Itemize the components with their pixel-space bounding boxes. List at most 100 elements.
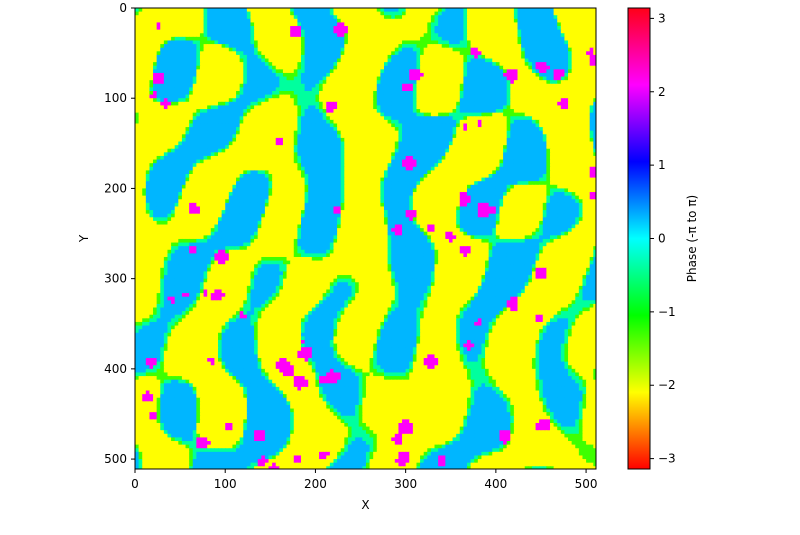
heatmap-cell: [167, 36, 172, 42]
heatmap-cell: [308, 130, 313, 135]
heatmap-cell: [402, 18, 407, 24]
heatmap-cell: [322, 116, 327, 121]
heatmap-cell: [174, 137, 179, 143]
heatmap-cell: [521, 101, 526, 107]
heatmap-cell: [423, 134, 428, 139]
heatmap-cell: [568, 51, 573, 56]
heatmap-cell: [402, 36, 407, 42]
heatmap-cell: [167, 112, 172, 117]
heatmap-cell: [257, 98, 262, 103]
heatmap-cell: [387, 119, 392, 125]
heatmap-cell: [286, 8, 291, 13]
heatmap-cell: [319, 76, 324, 81]
heatmap-cell: [142, 123, 147, 128]
heatmap-cell: [243, 105, 248, 110]
heatmap-cell: [528, 137, 533, 143]
heatmap-cell: [178, 36, 183, 42]
heatmap-cell: [228, 137, 234, 143]
heatmap-cell: [398, 101, 403, 107]
heatmap-cell: [485, 98, 490, 103]
heatmap-cell: [495, 51, 501, 56]
heatmap-cell: [261, 29, 266, 34]
heatmap-cell: [477, 112, 483, 117]
heatmap-cell: [282, 94, 288, 99]
heatmap-cell: [250, 58, 255, 63]
heatmap-cell: [391, 145, 396, 150]
heatmap-cell: [387, 112, 392, 117]
heatmap-cell: [218, 112, 223, 117]
heatmap-cell: [423, 69, 428, 74]
heatmap-cell: [333, 130, 338, 135]
heatmap-cell: [250, 80, 255, 85]
heatmap-cell: [589, 123, 594, 128]
heatmap-cell: [412, 22, 418, 27]
heatmap-cell: [232, 145, 237, 150]
heatmap-cell: [369, 141, 374, 146]
heatmap-cell: [477, 91, 483, 96]
heatmap-cell: [409, 69, 414, 74]
heatmap-cell: [546, 8, 551, 13]
heatmap-cell: [593, 11, 596, 16]
heatmap-cell: [499, 8, 504, 13]
heatmap-cell: [412, 69, 418, 74]
heatmap-cell: [232, 26, 237, 31]
heatmap-cell: [510, 130, 515, 135]
heatmap-cell: [485, 137, 490, 143]
heatmap-cell: [315, 18, 320, 24]
heatmap-cell: [586, 134, 591, 139]
heatmap-cell: [199, 76, 205, 81]
heatmap-cell: [492, 94, 497, 99]
heatmap-cell: [311, 54, 317, 60]
heatmap-cell: [380, 11, 385, 16]
heatmap-cell: [347, 101, 353, 107]
heatmap-cell: [261, 36, 266, 42]
heatmap-cell: [420, 127, 425, 132]
heatmap-cell: [308, 47, 313, 52]
heatmap-cell: [347, 105, 353, 110]
heatmap-cell: [423, 54, 428, 60]
heatmap-cell: [315, 83, 320, 88]
heatmap-cell: [391, 51, 396, 56]
heatmap-cell: [513, 65, 519, 70]
heatmap-cell: [156, 94, 161, 99]
heatmap-cell: [376, 137, 381, 143]
heatmap-cell: [463, 87, 468, 92]
heatmap-cell: [470, 145, 475, 150]
heatmap-cell: [409, 58, 414, 63]
heatmap-cell: [279, 137, 284, 143]
heatmap-cell: [185, 145, 190, 150]
heatmap-cell: [380, 134, 385, 139]
heatmap-cell: [301, 123, 306, 128]
heatmap-cell: [477, 72, 483, 78]
heatmap-cell: [383, 36, 389, 42]
heatmap-cell: [156, 47, 161, 52]
heatmap-cell: [171, 112, 176, 117]
heatmap-cell: [542, 105, 547, 110]
heatmap-cell: [423, 101, 428, 107]
heatmap-cell: [560, 109, 566, 114]
heatmap-cell: [203, 29, 208, 34]
heatmap-cell: [322, 29, 327, 34]
heatmap-cell: [445, 8, 450, 13]
heatmap-cell: [178, 134, 183, 139]
heatmap-cell: [286, 123, 291, 128]
heatmap-cell: [510, 65, 515, 70]
heatmap-cell: [163, 26, 169, 31]
heatmap-cell: [340, 134, 345, 139]
heatmap-cell: [355, 101, 360, 107]
heatmap-cell: [261, 51, 266, 56]
heatmap-cell: [535, 11, 540, 16]
heatmap-cell: [459, 134, 464, 139]
heatmap-cell: [243, 44, 248, 49]
heatmap-cell: [546, 62, 551, 67]
heatmap-cell: [203, 11, 208, 16]
heatmap-cell: [153, 18, 158, 24]
heatmap-cell: [539, 51, 544, 56]
heatmap-cell: [589, 47, 594, 52]
heatmap-cell: [373, 51, 378, 56]
heatmap-cell: [250, 51, 255, 56]
heatmap-cell: [243, 22, 248, 27]
heatmap-cell: [402, 26, 407, 31]
heatmap-cell: [290, 18, 295, 24]
heatmap-cell: [221, 127, 226, 132]
